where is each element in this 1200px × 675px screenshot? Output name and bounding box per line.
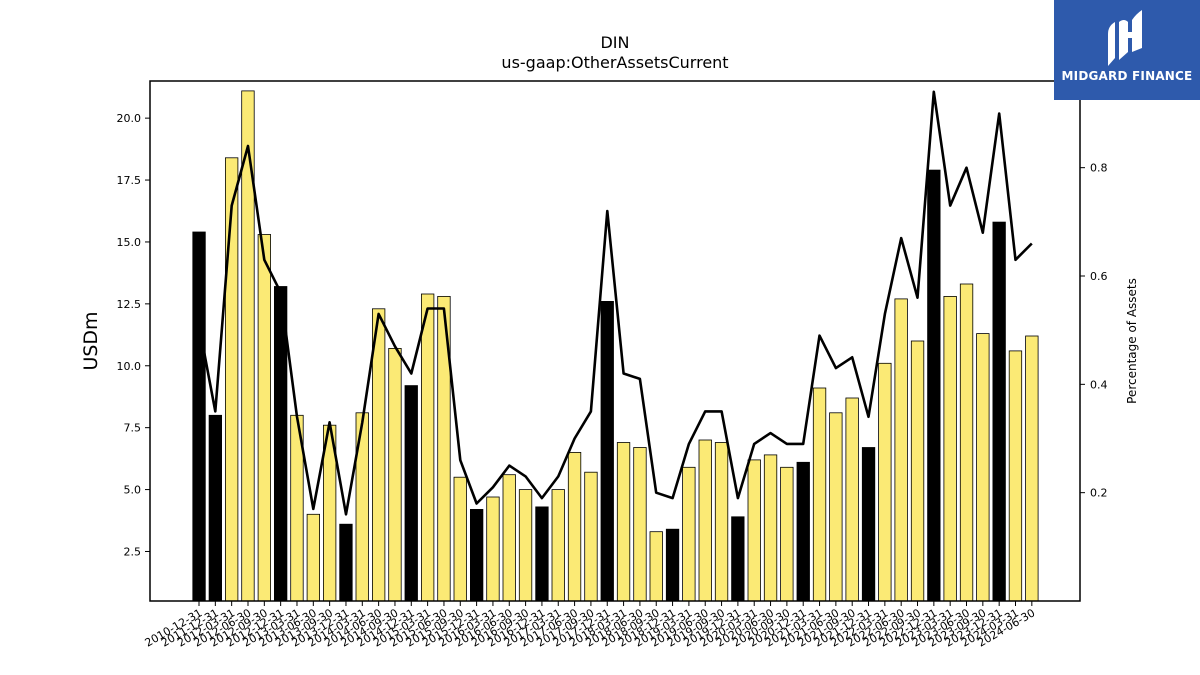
- y-tick-label: 10.0: [117, 360, 142, 373]
- midgard-logo-icon: [1108, 10, 1142, 66]
- bar: [682, 466, 696, 602]
- bar: [894, 298, 908, 602]
- brand-logo-text: MIDGARD FINANCE: [1061, 69, 1193, 83]
- bar: [796, 461, 810, 602]
- bar: [812, 387, 827, 602]
- y-axis-label: USDm: [80, 311, 102, 370]
- y2-tick-label: 0.8: [1090, 162, 1108, 175]
- bar: [192, 231, 206, 602]
- bar: [518, 489, 533, 602]
- y-tick-label: 7.5: [124, 422, 142, 435]
- bar: [584, 471, 598, 602]
- bar: [845, 397, 859, 602]
- bar: [649, 531, 663, 602]
- bar: [551, 489, 565, 602]
- bar: [371, 308, 386, 602]
- bar: [535, 506, 549, 602]
- bar: [486, 496, 500, 602]
- bar: [992, 221, 1006, 602]
- bar: [731, 516, 745, 602]
- y2-tick-label: 0.4: [1090, 378, 1108, 391]
- x-axis: 2010-12-312011-12-312012-03-312012-06-30…: [143, 601, 1037, 650]
- y2-axis-label: Percentage of Assets: [1125, 278, 1139, 404]
- percentage-line: [197, 90, 1033, 516]
- bar: [698, 439, 712, 602]
- bar: [747, 459, 761, 602]
- bar: [1008, 350, 1023, 602]
- y2-tick-label: 0.6: [1090, 270, 1108, 283]
- y-tick-label: 17.5: [117, 174, 142, 187]
- bar: [927, 169, 941, 602]
- bar: [829, 412, 843, 602]
- bar: [600, 300, 614, 602]
- bar: [404, 385, 418, 602]
- bar: [567, 451, 582, 602]
- y-tick-label: 20.0: [117, 112, 142, 125]
- y-axis-right: 0.2 0.4 0.6 0.8: [1080, 162, 1108, 500]
- bar: [714, 442, 729, 602]
- chart-title: DIN: [600, 33, 629, 52]
- bar: [959, 283, 974, 602]
- y-tick-label: 2.5: [124, 545, 142, 558]
- bar: [878, 362, 892, 602]
- bar: [665, 528, 680, 602]
- bar: [469, 508, 484, 602]
- bar: [1025, 335, 1039, 602]
- bar: [763, 454, 778, 602]
- bar: [910, 340, 925, 602]
- chart-subtitle: us-gaap:OtherAssetsCurrent: [501, 53, 728, 72]
- y-axis-left: 2.5 5.0 7.5 10.0 12.5 15.0 17.5 20.0: [117, 112, 150, 558]
- bar: [208, 414, 223, 602]
- bar: [502, 474, 516, 602]
- bar: [306, 513, 321, 602]
- plot-frame: [149, 80, 1081, 602]
- bar: [861, 447, 876, 602]
- bar: [257, 234, 272, 602]
- y2-tick-label: 0.2: [1090, 487, 1108, 500]
- line-series: [197, 90, 1033, 516]
- bar: [224, 157, 239, 602]
- bar: [616, 442, 631, 602]
- bar: [453, 476, 467, 602]
- bar: [388, 347, 402, 602]
- y-tick-label: 5.0: [124, 484, 142, 497]
- bar: [633, 447, 647, 602]
- bar: [976, 333, 990, 602]
- bar: [780, 466, 794, 602]
- bar-series: [192, 90, 1039, 602]
- y-tick-label: 12.5: [117, 298, 142, 311]
- y-tick-label: 15.0: [117, 236, 142, 249]
- bar: [943, 295, 957, 602]
- bar: [339, 523, 353, 602]
- bar: [420, 293, 435, 602]
- brand-logo: MIDGARD FINANCE: [1054, 0, 1200, 100]
